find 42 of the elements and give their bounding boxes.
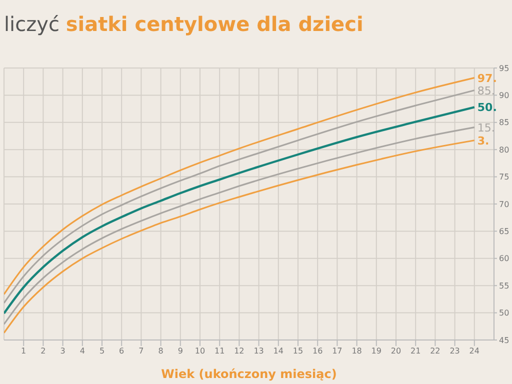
series-label: 3. [477,134,490,148]
x-tick-label: 22 [430,346,440,356]
series-label: 85. [477,84,495,98]
x-tick-label: 11 [214,346,225,356]
y-tick-label: 65 [499,227,510,236]
x-tick-label: 24 [469,346,480,356]
series-label: 50. [477,101,497,114]
y-tick-label: 80 [499,145,510,154]
x-tick-label: 9 [178,346,183,356]
x-tick-label: 14 [273,346,284,356]
x-tick-label: 20 [390,346,402,356]
x-tick-label: 7 [138,346,144,356]
x-tick-label: 19 [371,346,382,356]
y-tick-label: 70 [499,200,510,209]
y-tick-label: 45 [499,336,510,345]
x-tick-label: 12 [234,346,244,356]
x-tick-label: 1 [21,346,26,356]
y-tick-label: 50 [499,308,510,318]
x-tick-label: 4 [80,346,85,356]
x-tick-label: 15 [292,346,304,356]
x-tick-label: 3 [60,346,66,356]
x-tick-label: 8 [158,346,164,356]
y-tick-label: 60 [499,254,510,264]
x-tick-label: 17 [332,346,342,356]
x-tick-label: 2 [40,346,46,356]
x-tick-label: 23 [450,346,460,356]
y-tick-label: 90 [499,91,510,100]
series-label: 15. [477,121,495,134]
y-tick-label: 95 [499,64,510,73]
x-tick-label: 5 [99,346,105,356]
x-tick-label: 6 [119,346,124,356]
y-tick-label: 75 [499,172,510,182]
x-tick-label: 18 [352,346,362,356]
x-tick-label: 16 [312,346,323,356]
x-tick-label: 10 [194,346,206,356]
chart-title: liczyć siatki centylowe dla dzieci [4,12,364,36]
x-axis-title: Wiek (ukończony miesiąc) [161,367,337,381]
x-tick-label: 21 [410,346,421,356]
y-tick-label: 85 [499,118,510,128]
x-tick-label: 13 [254,346,264,356]
series-label: 97. [477,72,497,85]
y-tick-label: 55 [499,281,510,290]
